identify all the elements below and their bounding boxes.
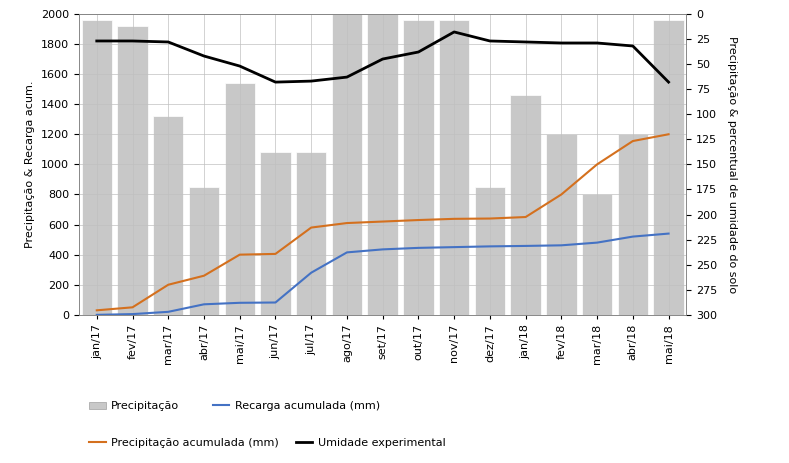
Bar: [153, 116, 183, 315]
Bar: [653, 20, 684, 315]
Bar: [546, 134, 577, 315]
Bar: [225, 83, 255, 315]
Y-axis label: Precipitação & percentual de umidade do solo: Precipitação & percentual de umidade do …: [727, 36, 737, 293]
Bar: [475, 187, 505, 315]
Bar: [118, 26, 148, 315]
Bar: [403, 20, 434, 315]
Bar: [510, 95, 540, 315]
Bar: [439, 20, 469, 315]
Y-axis label: Precipitação & Recarga acum.: Precipitação & Recarga acum.: [25, 81, 36, 248]
Legend: Precipitação, Recarga acumulada (mm): Precipitação, Recarga acumulada (mm): [84, 397, 384, 416]
Bar: [296, 152, 327, 315]
Bar: [189, 187, 219, 315]
Bar: [368, 14, 398, 315]
Bar: [331, 14, 362, 315]
Bar: [618, 134, 648, 315]
Bar: [81, 20, 112, 315]
Bar: [260, 152, 290, 315]
Bar: [582, 194, 612, 315]
Legend: Precipitação acumulada (mm), Umidade experimental: Precipitação acumulada (mm), Umidade exp…: [84, 434, 450, 453]
